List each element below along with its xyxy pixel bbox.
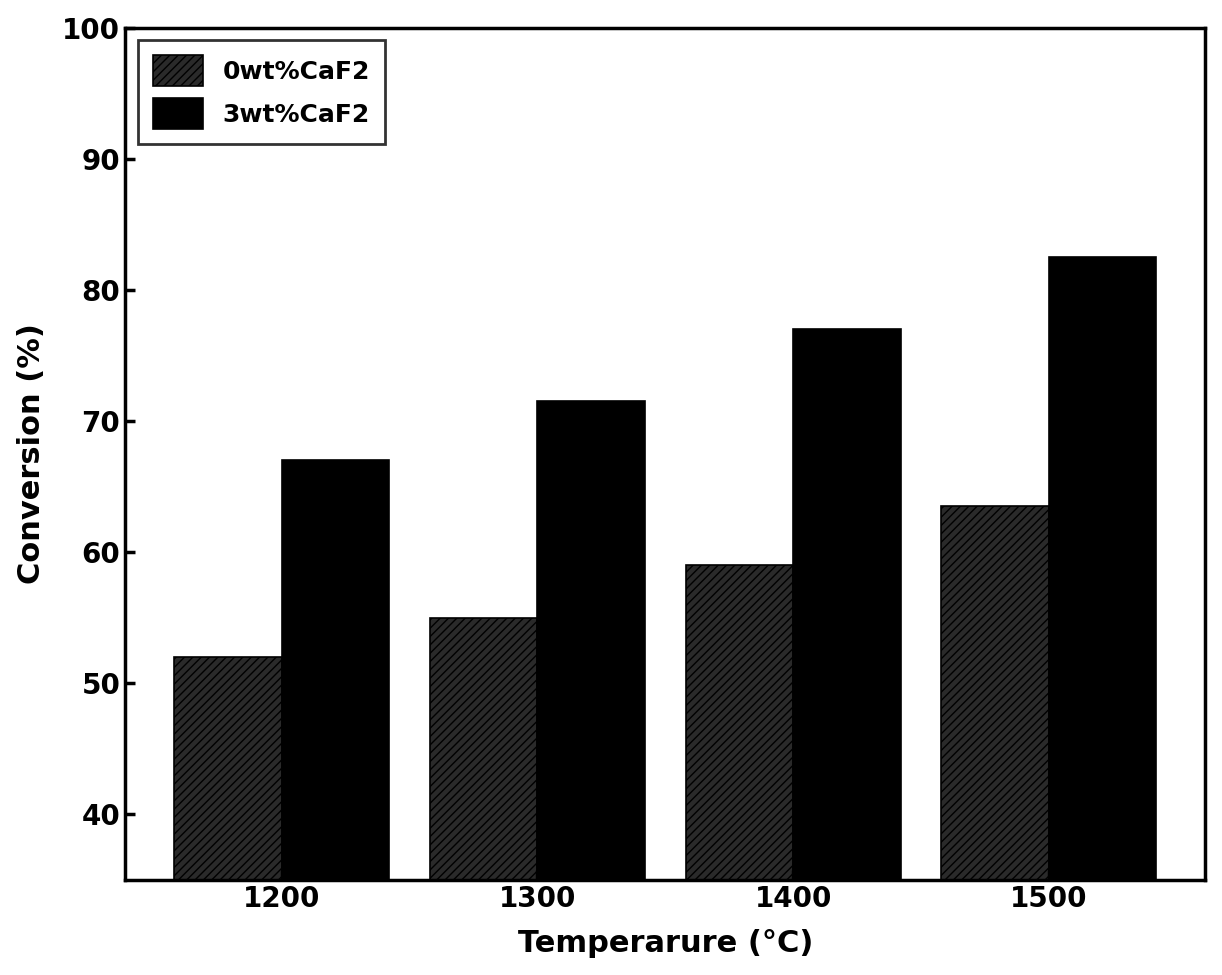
Bar bbox=[941, 506, 1048, 975]
Bar bbox=[175, 657, 282, 975]
Legend: 0wt%CaF2, 3wt%CaF2: 0wt%CaF2, 3wt%CaF2 bbox=[138, 40, 385, 143]
Bar bbox=[793, 330, 901, 975]
Bar bbox=[430, 617, 538, 975]
X-axis label: Temperarure (°C): Temperarure (°C) bbox=[518, 929, 813, 958]
Bar bbox=[282, 460, 389, 975]
Bar bbox=[538, 402, 645, 975]
Bar bbox=[686, 566, 793, 975]
Y-axis label: Conversion (%): Conversion (%) bbox=[17, 324, 45, 584]
Bar bbox=[1048, 257, 1156, 975]
